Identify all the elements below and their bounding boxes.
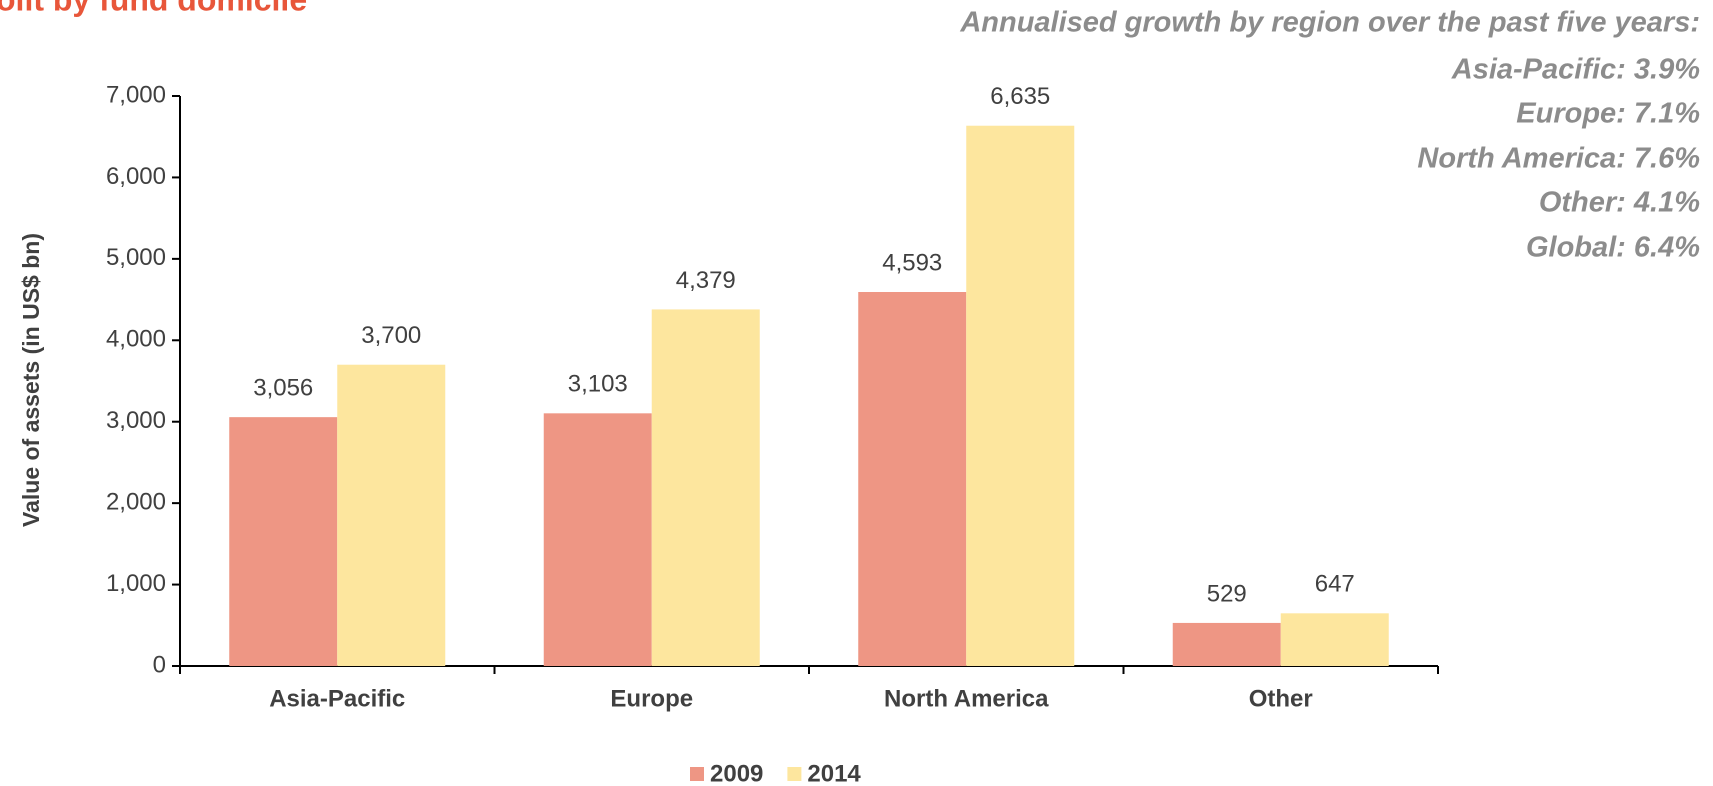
value-label: 3,700: [361, 322, 421, 349]
annotation: Europe: 7.1%: [1516, 98, 1700, 130]
x-tick-label: Other: [1249, 685, 1313, 712]
y-tick-label: 6,000: [106, 163, 166, 190]
legend-swatch: [690, 767, 704, 781]
value-label: 6,635: [990, 83, 1050, 110]
value-label: 4,593: [882, 249, 942, 276]
annotation: North America: 7.6%: [1417, 143, 1700, 175]
y-tick-label: 7,000: [106, 81, 166, 108]
y-tick-label: 0: [153, 651, 166, 678]
y-tick-label: 3,000: [106, 407, 166, 434]
bar: [1280, 613, 1389, 666]
x-tick-label: Europe: [610, 685, 693, 712]
annotation: Other: 4.1%: [1539, 187, 1700, 219]
y-tick-label: 1,000: [106, 570, 166, 597]
y-tick-label: 4,000: [106, 326, 166, 353]
legend-label: 2009: [710, 760, 763, 786]
legend-swatch: [787, 767, 802, 781]
y-tick-label: 2,000: [106, 488, 166, 515]
legend-label: 2014: [807, 760, 861, 786]
x-tick-label: Asia-Pacific: [269, 685, 405, 712]
value-label: 647: [1315, 571, 1355, 598]
chart-title: olit by fund domicile: [0, 0, 307, 17]
value-label: 3,056: [253, 374, 313, 401]
value-label: 3,103: [568, 371, 628, 398]
annotation: Asia-Pacific: 3.9%: [1451, 54, 1700, 86]
y-axis-label: Value of assets (in US$ bn): [18, 233, 44, 527]
x-tick-label: North America: [884, 685, 1049, 712]
bar: [543, 413, 652, 666]
bar: [229, 417, 338, 666]
bar: [966, 125, 1075, 666]
bar: [1172, 622, 1281, 666]
annotation: Annualised growth by region over the pas…: [959, 7, 1700, 39]
bar: [858, 291, 967, 666]
bar: [651, 309, 760, 666]
bar: [337, 364, 446, 666]
value-label: 529: [1207, 580, 1247, 607]
value-label: 4,379: [676, 267, 736, 294]
y-tick-label: 5,000: [106, 244, 166, 271]
annotation: Global: 6.4%: [1526, 232, 1700, 264]
